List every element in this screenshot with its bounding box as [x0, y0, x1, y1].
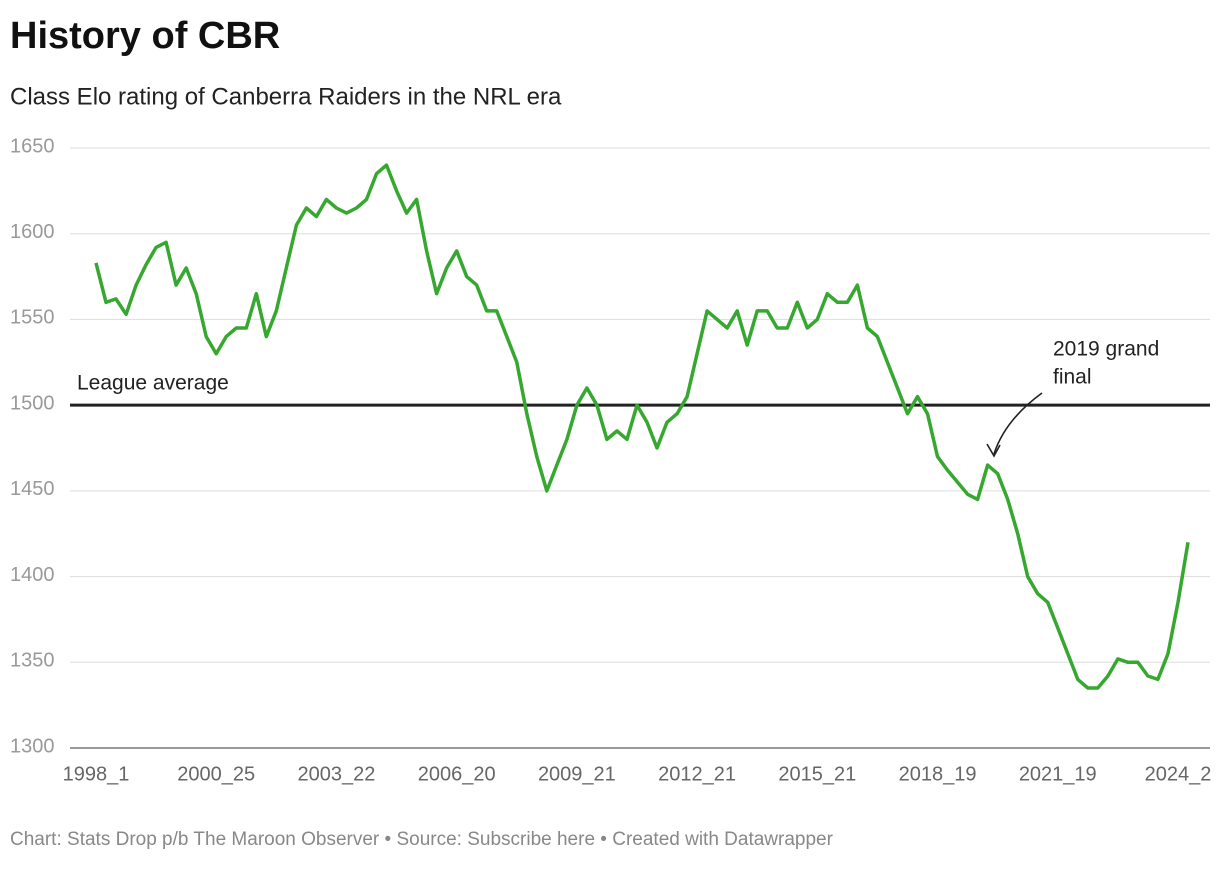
y-tick-label: 1450 — [10, 478, 55, 500]
x-tick-label: 2018_19 — [899, 763, 977, 785]
x-tick-label: 2021_19 — [1019, 763, 1097, 785]
x-tick-label: 2024_2 — [1145, 763, 1212, 785]
annotation-text: final — [1053, 366, 1092, 389]
chart-footer: Chart: Stats Drop p/b The Maroon Observe… — [10, 829, 834, 850]
y-tick-label: 1300 — [10, 735, 55, 757]
chart-title: History of CBR — [10, 15, 280, 57]
y-tick-label: 1500 — [10, 392, 55, 414]
chart-subtitle: Class Elo rating of Canberra Raiders in … — [10, 83, 562, 110]
x-tick-label: 2000_25 — [177, 763, 255, 785]
annotation-text: 2019 grand — [1053, 338, 1159, 361]
y-tick-label: 1600 — [10, 221, 55, 243]
annotation-arrowhead — [986, 443, 1001, 458]
x-tick-label: 2009_21 — [538, 763, 616, 785]
x-tick-label: 2006_20 — [418, 763, 496, 785]
x-tick-label: 2012_21 — [658, 763, 736, 785]
y-tick-label: 1400 — [10, 564, 55, 586]
x-tick-label: 2015_21 — [778, 763, 856, 785]
x-tick-label: 1998_1 — [63, 763, 130, 785]
y-tick-label: 1650 — [10, 135, 55, 157]
x-tick-label: 2003_22 — [298, 763, 376, 785]
y-tick-label: 1350 — [10, 650, 55, 672]
reference-label: League average — [77, 372, 229, 395]
data-line — [94, 163, 1190, 690]
annotation-arrow — [993, 392, 1043, 455]
y-tick-label: 1550 — [10, 307, 55, 329]
